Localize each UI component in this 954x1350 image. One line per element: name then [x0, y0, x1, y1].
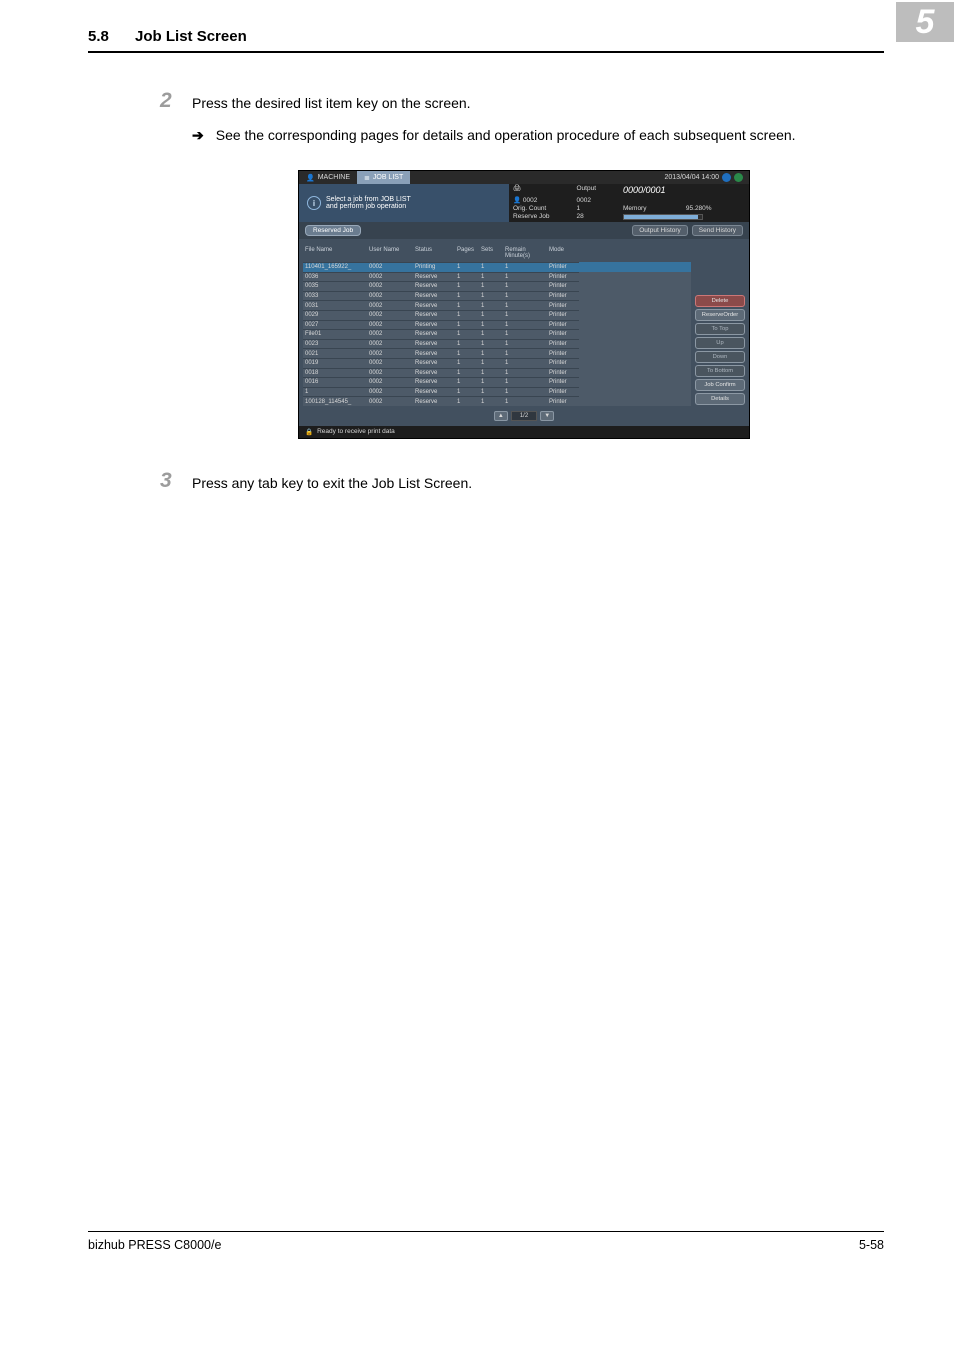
job-table-wrap: File Name User Name Status Pages Sets Re…	[299, 239, 749, 408]
table-row[interactable]: 00230002Reserve111Printer	[303, 339, 691, 349]
section-number: 5.8	[88, 28, 109, 45]
chapter-badge: 5	[896, 2, 954, 42]
window-tabs: 👤MACHINE ≣JOB LIST 2013/04/04 14:00	[299, 171, 749, 184]
page-up-button[interactable]: ▲	[494, 411, 508, 421]
table-row[interactable]: 00360002Reserve111Printer	[303, 272, 691, 282]
info-bar: i Select a job from JOB LIST and perform…	[299, 184, 749, 222]
footer-left: bizhub PRESS C8000/e	[88, 1238, 221, 1252]
copy-value: 0002	[576, 197, 617, 205]
output-history-tab[interactable]: Output History	[632, 225, 688, 236]
side-buttons: Delete ReserveOrder To Top Up Down To Bo…	[691, 245, 745, 406]
memory-label: Memory	[623, 205, 680, 213]
tab-joblist[interactable]: ≣JOB LIST	[357, 171, 410, 184]
page-indicator: 1/2	[511, 411, 537, 421]
resv-label: Reserve Job	[513, 213, 570, 221]
page-down-button[interactable]: ▼	[540, 411, 554, 421]
info-message: Select a job from JOB LIST and perform j…	[326, 196, 411, 210]
clock-text: 2013/04/04 14:00	[665, 174, 720, 181]
orig-label: Orig. Count	[513, 205, 570, 213]
page-footer: bizhub PRESS C8000/e 5-58	[88, 1231, 884, 1252]
step-number: 2	[160, 89, 192, 115]
step-text: Press the desired list item key on the s…	[192, 89, 471, 115]
memory-bar	[623, 214, 703, 220]
titlebar-right: 2013/04/04 14:00	[659, 171, 750, 184]
delete-button[interactable]: Delete	[695, 295, 745, 307]
step-number: 3	[160, 469, 192, 495]
job-confirm-button[interactable]: Job Confirm	[695, 379, 745, 391]
status-bar: 🔒 Ready to receive print data	[299, 426, 749, 438]
tab-machine[interactable]: 👤MACHINE	[299, 171, 357, 184]
help-icon[interactable]	[734, 173, 743, 182]
info-icon[interactable]	[722, 173, 731, 182]
table-row[interactable]: 00330002Reserve111Printer	[303, 291, 691, 301]
table-header: File Name User Name Status Pages Sets Re…	[303, 245, 691, 261]
step-2: 2 Press the desired list item key on the…	[160, 89, 884, 115]
output-value: 0000/0001	[623, 185, 745, 196]
to-bottom-button[interactable]: To Bottom	[695, 365, 745, 377]
orig-value: 1	[576, 205, 617, 213]
section-title: Job List Screen	[135, 28, 247, 45]
table-row[interactable]: File010002Reserve111Printer	[303, 329, 691, 339]
job-table: File Name User Name Status Pages Sets Re…	[303, 245, 691, 406]
step-3: 3 Press any tab key to exit the Job List…	[160, 469, 884, 495]
table-row[interactable]: 110401_165922_0002Printing111Printer	[303, 262, 691, 272]
output-label: Output	[576, 185, 617, 196]
down-button[interactable]: Down	[695, 351, 745, 363]
table-row[interactable]: 00290002Reserve111Printer	[303, 310, 691, 320]
send-history-tab[interactable]: Send History	[692, 225, 743, 236]
step-2-sub: ➔ See the corresponding pages for detail…	[192, 125, 884, 147]
reserve-order-button[interactable]: ReserveOrder	[695, 309, 745, 321]
up-button[interactable]: Up	[695, 337, 745, 349]
sub-tabbar: Reserved Job Output History Send History	[299, 222, 749, 239]
step-text: Press any tab key to exit the Job List S…	[192, 469, 472, 495]
sub-text: See the corresponding pages for details …	[216, 125, 796, 147]
footer-right: 5-58	[859, 1238, 884, 1252]
table-row[interactable]: 10002Reserve111Printer	[303, 387, 691, 397]
table-row[interactable]: 00270002Reserve111Printer	[303, 320, 691, 330]
table-row[interactable]: 00190002Reserve111Printer	[303, 358, 691, 368]
details-button[interactable]: Details	[695, 393, 745, 405]
table-row[interactable]: 100128_114545_0002Reserve111Printer	[303, 396, 691, 406]
table-row[interactable]: 00160002Reserve111Printer	[303, 377, 691, 387]
arrow-icon: ➔	[192, 125, 204, 147]
lock-icon: 🔒	[305, 428, 313, 436]
memory-value: 95.280%	[686, 205, 745, 213]
status-text: Ready to receive print data	[317, 428, 395, 435]
table-row[interactable]: 00210002Reserve111Printer	[303, 348, 691, 358]
info-circle-icon: i	[307, 196, 321, 210]
pager: ▲ 1/2 ▼	[299, 408, 749, 426]
reserved-job-tab[interactable]: Reserved Job	[305, 225, 361, 236]
resv-value: 28	[576, 213, 617, 221]
job-list-screenshot: 👤MACHINE ≣JOB LIST 2013/04/04 14:00 i Se…	[298, 170, 884, 439]
table-row[interactable]: 00350002Reserve111Printer	[303, 281, 691, 291]
table-row[interactable]: 00180002Reserve111Printer	[303, 368, 691, 378]
table-row[interactable]: 00310002Reserve111Printer	[303, 300, 691, 310]
section-header: 5.8 Job List Screen 5	[88, 28, 884, 53]
to-top-button[interactable]: To Top	[695, 323, 745, 335]
